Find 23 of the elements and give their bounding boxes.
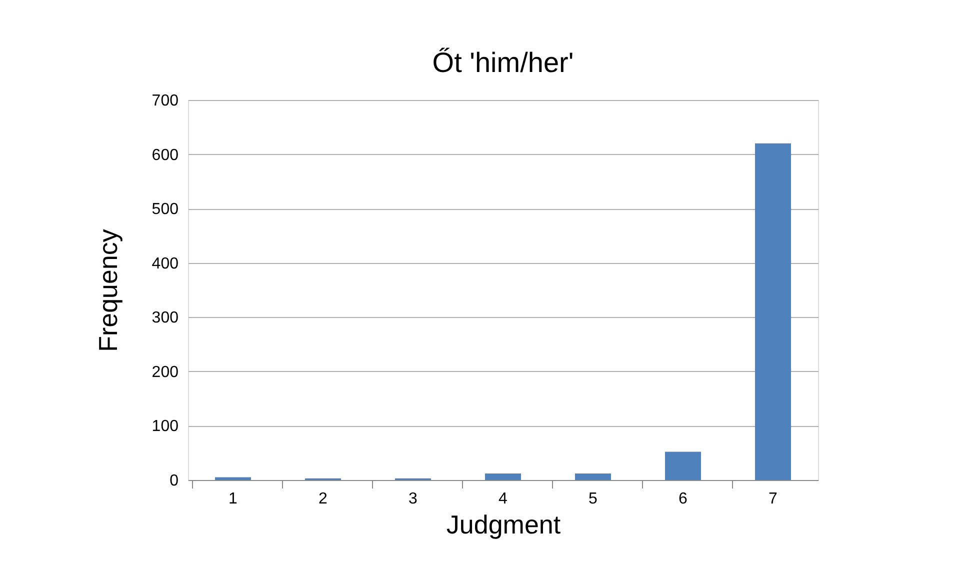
- y-tick-label: 200: [152, 364, 179, 381]
- x-tick-label: 7: [768, 490, 778, 508]
- y-tick-label: 0: [170, 472, 179, 490]
- x-axis-title: Judgment: [446, 510, 562, 540]
- x-tick-label: 1: [228, 490, 238, 508]
- x-tick-label: 6: [678, 490, 688, 508]
- bar: [755, 143, 791, 480]
- x-tick-label: 3: [408, 490, 418, 508]
- chart-title: Őt 'him/her': [432, 47, 574, 78]
- x-tick-label: 2: [318, 490, 328, 508]
- y-tick-label: 300: [152, 310, 179, 327]
- y-tick-label: 100: [152, 418, 179, 436]
- bar: [665, 452, 701, 480]
- y-tick-label: 700: [152, 92, 179, 110]
- x-tick-label: 5: [588, 490, 598, 508]
- bar: [485, 473, 521, 480]
- y-tick-label: 600: [152, 146, 179, 164]
- y-tick-label: 500: [152, 201, 179, 218]
- y-tick-label: 400: [152, 255, 179, 272]
- y-axis-title: Frequency: [92, 229, 123, 352]
- x-tick-label: 4: [498, 490, 508, 508]
- bar: [215, 477, 251, 480]
- bar: [575, 473, 611, 480]
